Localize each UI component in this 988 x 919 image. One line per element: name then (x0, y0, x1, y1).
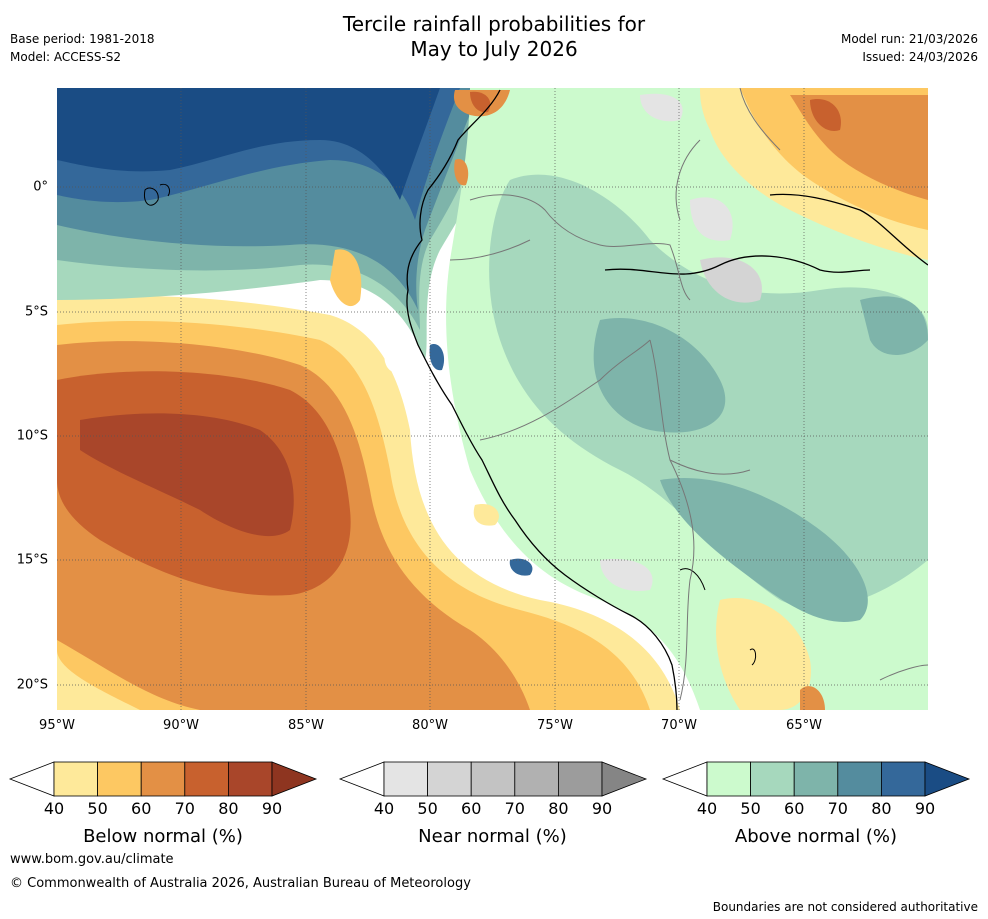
near-segment-under-40 (338, 761, 385, 797)
above-segment-over-90 (924, 761, 971, 797)
lon-label-95w: 95°W (39, 718, 75, 733)
below-tick-label: 90 (261, 799, 283, 818)
near-tick-label: 60 (461, 799, 482, 818)
near-segment-40 (383, 761, 428, 797)
below-segment-under-40 (8, 761, 55, 797)
colorbar-near-title: Near normal (%) (418, 826, 567, 847)
colorbar-below-normal (8, 761, 318, 797)
lon-label-65w: 65°W (786, 718, 822, 733)
graticule (57, 88, 928, 710)
below-segment-40 (53, 761, 98, 797)
map-title: Tercile rainfall probabilities for May t… (0, 12, 988, 62)
lon-label-85w: 85°W (288, 718, 324, 733)
probability-shading (57, 88, 928, 710)
above-segment-70 (837, 761, 882, 797)
above-tick-label: 40 (696, 799, 718, 818)
near-segment-80 (557, 761, 603, 797)
lon-label-75w: 75°W (537, 718, 573, 733)
above-segment-under-40 (661, 761, 708, 797)
below-segment-over-90 (271, 761, 318, 797)
below-segment-50 (97, 761, 142, 797)
website-link[interactable]: www.bom.gov.au/climate (10, 852, 174, 867)
near-segment-over-90 (601, 761, 648, 797)
lat-label-20s: 20°S (16, 677, 48, 693)
above-tick-label: 90 (914, 799, 936, 818)
meta-left: Base period: 1981-2018 Model: ACCESS-S2 (10, 30, 155, 66)
below-tick-label: 50 (87, 799, 108, 818)
colorbar-above-title: Above normal (%) (734, 826, 898, 847)
country-borders (449, 88, 928, 701)
above-segment-40 (706, 761, 751, 797)
above-tick-label: 50 (740, 799, 761, 818)
colorbar-near-normal (338, 761, 648, 797)
near-segment-50 (427, 761, 472, 797)
title-line-1: Tercile rainfall probabilities for (342, 12, 646, 36)
above-segment-50 (750, 761, 795, 797)
meta-right: Model run: 21/03/2026 Issued: 24/03/2026 (841, 30, 978, 66)
above-tick-label: 60 (784, 799, 805, 818)
base-period: Base period: 1981-2018 (10, 32, 155, 46)
below-tick-label: 80 (218, 799, 239, 818)
below-tick-label: 60 (131, 799, 152, 818)
above-tick-label: 70 (827, 799, 848, 818)
below-segment-70 (184, 761, 229, 797)
model-name: Model: ACCESS-S2 (10, 50, 122, 64)
below-segment-80 (227, 761, 273, 797)
below-tick-label: 40 (43, 799, 65, 818)
model-run: Model run: 21/03/2026 (840, 32, 978, 46)
below-segment-60 (140, 761, 186, 797)
near-tick-label: 40 (373, 799, 395, 818)
lat-label-5s: 5°S (24, 304, 48, 320)
near-tick-label: 80 (548, 799, 569, 818)
above-segment-80 (880, 761, 926, 797)
below-tick-label: 70 (174, 799, 195, 818)
title-line-2: May to July 2026 (410, 37, 578, 61)
issued-date: Issued: 24/03/2026 (862, 50, 978, 64)
lon-label-80w: 80°W (412, 718, 448, 733)
copyright-notice: © Commonwealth of Australia 2026, Austra… (10, 876, 471, 891)
lon-label-90w: 90°W (163, 718, 199, 733)
above-tick-label: 80 (871, 799, 892, 818)
near-tick-label: 90 (591, 799, 613, 818)
boundary-disclaimer: Boundaries are not considered authoritat… (712, 900, 978, 914)
near-tick-label: 70 (504, 799, 525, 818)
near-tick-label: 50 (417, 799, 438, 818)
near-segment-70 (514, 761, 559, 797)
colorbar-below-title: Below normal (%) (83, 826, 243, 847)
lat-label-15s: 15°S (16, 552, 48, 568)
above-segment-60 (793, 761, 839, 797)
lat-label-0: 0° (33, 179, 48, 195)
lon-label-70w: 70°W (661, 718, 697, 733)
coastlines (143, 89, 928, 710)
colorbar-above-normal (661, 761, 971, 797)
lat-label-10s: 10°S (16, 428, 48, 444)
near-segment-60 (470, 761, 516, 797)
